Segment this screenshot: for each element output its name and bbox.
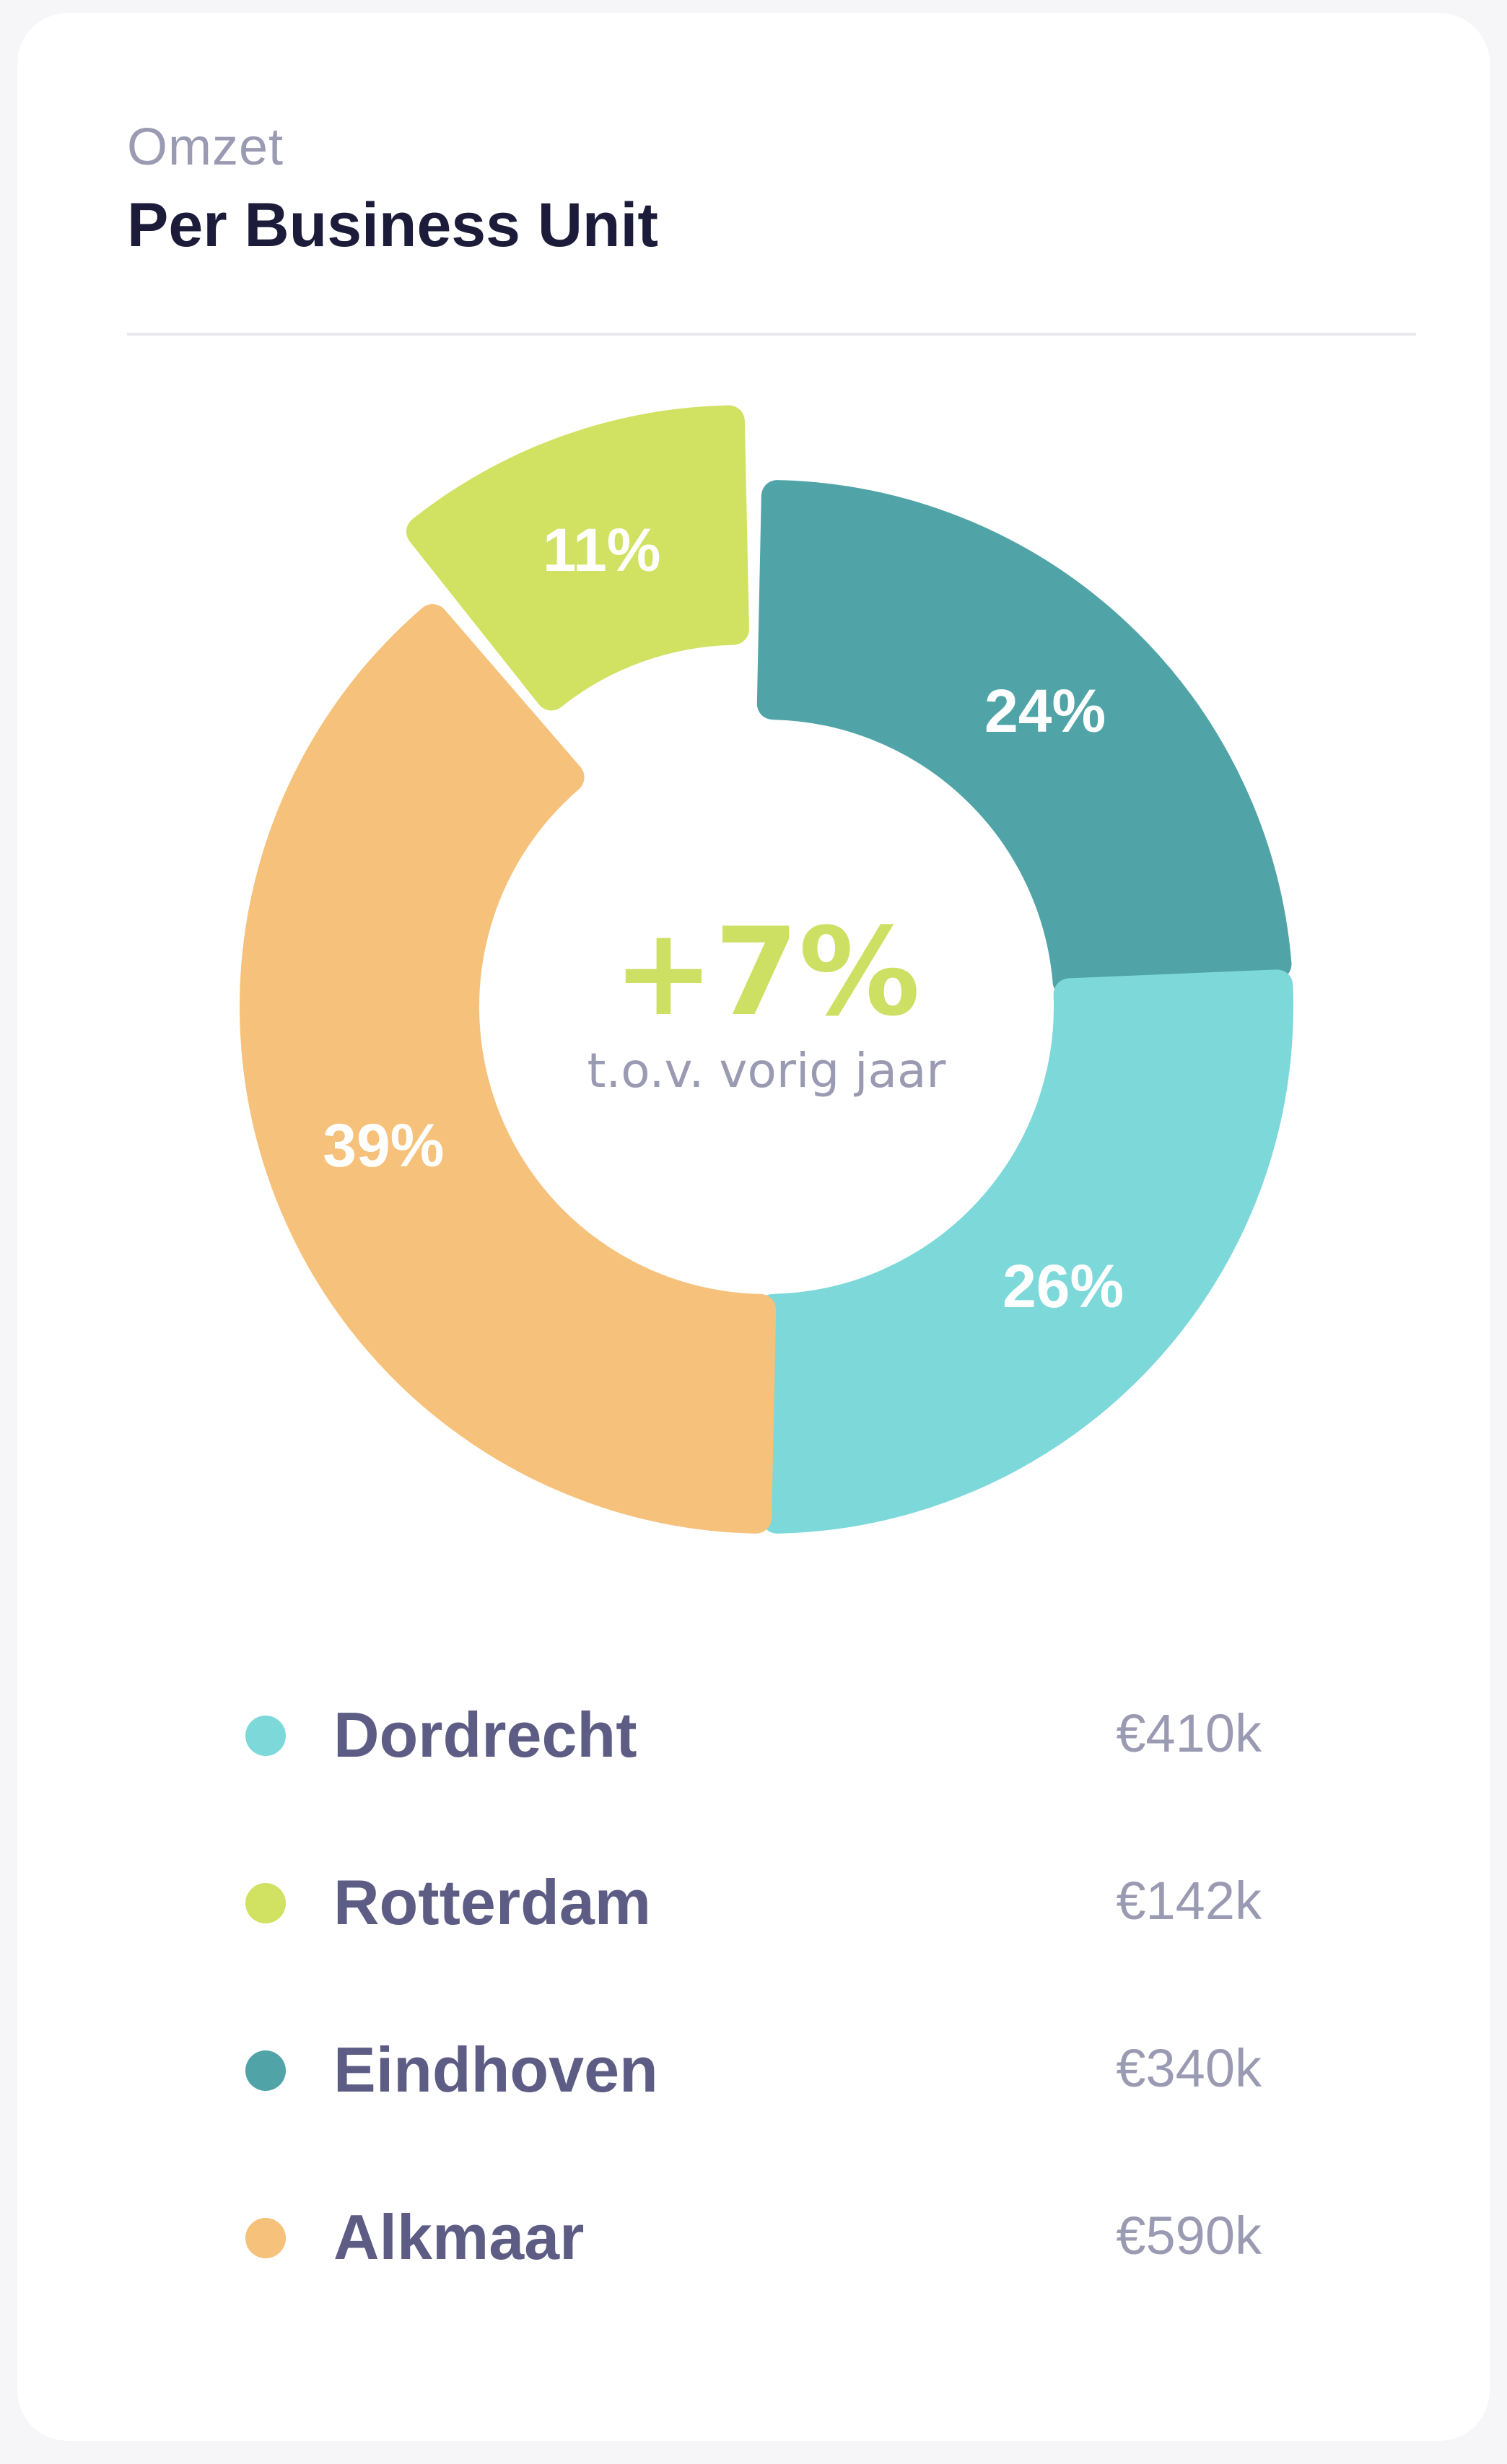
header-divider xyxy=(127,333,1416,336)
card-eyebrow: Omzet xyxy=(127,118,284,176)
legend-dot xyxy=(245,2050,286,2091)
center-label: t.o.v. vorig jaar xyxy=(587,1043,946,1098)
legend-value: €410k xyxy=(1116,1703,1262,1763)
center-value: +7% xyxy=(613,901,920,1043)
legend-label: Eindhoven xyxy=(333,2034,658,2105)
donut-slice-alkmaar xyxy=(240,604,777,1534)
legend-label: Alkmaar xyxy=(333,2201,585,2273)
card-title: Per Business Unit xyxy=(127,191,658,260)
donut-slice-dordrecht xyxy=(756,969,1293,1534)
donut-slice-rotterdam xyxy=(406,405,749,711)
slice-label-dordrecht: 26% xyxy=(1003,1252,1124,1320)
legend-dot xyxy=(245,2218,286,2258)
legend-item: Rotterdam €142k xyxy=(0,1845,1507,1961)
slice-label-eindhoven: 24% xyxy=(984,677,1106,745)
donut-slice-eindhoven xyxy=(756,480,1292,997)
legend-label: Rotterdam xyxy=(333,1866,652,1938)
slice-label-rotterdam: 11% xyxy=(543,516,661,584)
slice-label-alkmaar: 39% xyxy=(323,1111,444,1179)
legend-item: Alkmaar €590k xyxy=(0,2180,1507,2296)
legend-value: €340k xyxy=(1116,2038,1262,2098)
legend-dot xyxy=(245,1883,286,1923)
legend-dot xyxy=(245,1716,286,1756)
legend-label: Dordrecht xyxy=(333,1699,637,1770)
legend-item: Dordrecht €410k xyxy=(0,1678,1507,1794)
legend-item: Eindhoven €340k xyxy=(0,2013,1507,2128)
legend-value: €142k xyxy=(1116,1871,1262,1931)
donut-slices xyxy=(240,405,1293,1534)
donut-slice-labels: 24% 26% 39% 11% xyxy=(323,516,1124,1320)
legend-value: €590k xyxy=(1116,2206,1262,2266)
